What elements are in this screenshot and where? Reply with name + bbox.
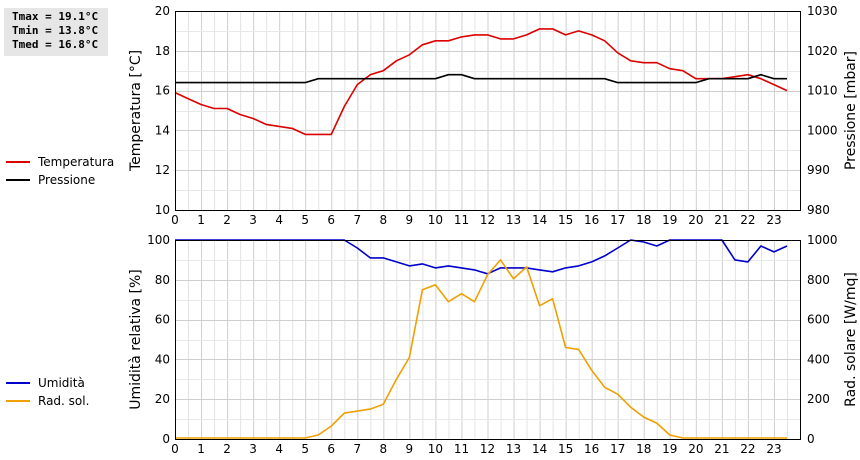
- x-tick-label: 14: [532, 442, 547, 456]
- x-tick-label: 11: [454, 442, 469, 456]
- x-tick-label: 7: [353, 442, 361, 456]
- x-tick-label: 8: [380, 213, 388, 227]
- x-tick-label: 23: [766, 213, 781, 227]
- legend-label-umidit-: Umidità: [38, 376, 85, 390]
- chart-2: 0 1 2 3 4 5 6 7 8 9 10 11 12 13 14 15 16 17 18 19 20 21 22 2302…: [6, 233, 859, 456]
- y-tick-label-left: 0: [162, 432, 170, 446]
- x-tick-label: 5: [301, 442, 309, 456]
- legend-label-rad-sol-: Rad. sol.: [38, 394, 89, 408]
- y-tick-label-left: 12: [155, 163, 170, 177]
- plot-frame: [175, 240, 801, 440]
- y-tick-label-left: 20: [155, 392, 170, 406]
- y-tick-label-right: 1020: [807, 44, 838, 58]
- x-tick-label: 15: [558, 442, 573, 456]
- x-tick-label: 10: [428, 213, 443, 227]
- x-tick-label: 23: [766, 442, 781, 456]
- y-tick-label-right: 1000: [807, 123, 838, 137]
- series-line-rad-sol-: [175, 259, 787, 439]
- x-tick-label: 20: [688, 213, 703, 227]
- x-tick-label: 9: [406, 442, 414, 456]
- x-tick-label: 12: [480, 213, 495, 227]
- y-tick-label-left: 20: [155, 4, 170, 18]
- legend-label-temperatura: Temperatura: [37, 155, 114, 169]
- y-tick-label-right: 990: [807, 163, 830, 177]
- x-tick-label: 11: [454, 213, 469, 227]
- y-tick-label-right: 1010: [807, 84, 838, 98]
- x-tick-label: 0: [171, 213, 179, 227]
- x-tick-label: 20: [688, 442, 703, 456]
- y-tick-label-right: 980: [807, 203, 830, 217]
- y-tick-label-right: 0: [807, 432, 815, 446]
- x-tick-label: 0: [171, 442, 179, 456]
- x-tick-label: 1: [197, 213, 205, 227]
- series-line-temperatura: [174, 28, 788, 136]
- y-tick-label-left: 16: [155, 84, 170, 98]
- x-tick-label: 17: [610, 442, 625, 456]
- x-tick-label: 22: [740, 442, 755, 456]
- x-tick-label: 10: [428, 442, 443, 456]
- y-tick-label-right: 400: [807, 352, 830, 366]
- y-tick-label-right: 800: [807, 273, 830, 287]
- y-axis-label-right: Rad. solare [W/mq]: [843, 272, 859, 407]
- y-axis-label-left: Temperatura [°C]: [128, 50, 144, 172]
- x-tick-label: 9: [406, 213, 414, 227]
- x-tick-label: 7: [353, 213, 361, 227]
- x-tick-label: 19: [662, 442, 677, 456]
- y-tick-label-left: 80: [155, 273, 170, 287]
- x-tick-label: 3: [249, 442, 257, 456]
- x-tick-label: 16: [584, 442, 599, 456]
- x-tick-label: 15: [558, 213, 573, 227]
- x-tick-label: 18: [636, 213, 651, 227]
- stat-tmed: Tmed = 16.8°C: [12, 38, 99, 51]
- y-axis-label-right: Pressione [mbar]: [843, 51, 859, 170]
- legend-label-pressione: Pressione: [38, 173, 95, 187]
- x-tick-label: 8: [380, 442, 388, 456]
- plot-frame: [175, 11, 801, 211]
- x-tick-label: 21: [714, 442, 729, 456]
- y-tick-label-left: 14: [155, 123, 170, 137]
- y-tick-label-left: 18: [155, 44, 170, 58]
- series-line-pressione: [175, 73, 787, 84]
- x-tick-label: 14: [532, 213, 547, 227]
- chart-1: 0 1 2 3 4 5 6 7 8 9 10 11 12 13 14 15 16 17 18 19 20 21 22 2310…: [6, 4, 859, 227]
- x-tick-label: 17: [610, 213, 625, 227]
- x-tick-label: 19: [662, 213, 677, 227]
- y-tick-label-right: 200: [807, 392, 830, 406]
- x-tick-label: 3: [249, 213, 257, 227]
- x-tick-label: 21: [714, 213, 729, 227]
- x-tick-label: 4: [275, 442, 283, 456]
- x-tick-label: 16: [584, 213, 599, 227]
- y-tick-label-right: 1030: [807, 4, 838, 18]
- x-tick-label: 13: [506, 442, 521, 456]
- x-tick-label: 5: [301, 213, 309, 227]
- stats-box: Tmax = 19.1°C Tmin = 13.8°C Tmed = 16.8°…: [4, 8, 108, 56]
- y-tick-label-left: 60: [155, 313, 170, 327]
- stat-tmax: Tmax = 19.1°C: [12, 10, 99, 23]
- y-axis-label-left: Umidità relativa [%]: [128, 269, 144, 410]
- y-tick-label-left: 40: [155, 352, 170, 366]
- x-tick-label: 12: [480, 442, 495, 456]
- x-tick-label: 2: [223, 213, 231, 227]
- y-tick-label-left: 100: [147, 233, 170, 247]
- y-tick-label-left: 10: [155, 203, 170, 217]
- x-tick-label: 6: [327, 213, 335, 227]
- x-tick-label: 22: [740, 213, 755, 227]
- x-tick-label: 13: [506, 213, 521, 227]
- x-tick-label: 2: [223, 442, 231, 456]
- y-tick-label-right: 600: [807, 313, 830, 327]
- stat-tmin: Tmin = 13.8°C: [12, 24, 99, 37]
- y-tick-label-right: 1000: [807, 233, 838, 247]
- x-tick-label: 4: [275, 213, 283, 227]
- x-tick-label: 6: [327, 442, 335, 456]
- x-tick-label: 18: [636, 442, 651, 456]
- x-tick-label: 1: [197, 442, 205, 456]
